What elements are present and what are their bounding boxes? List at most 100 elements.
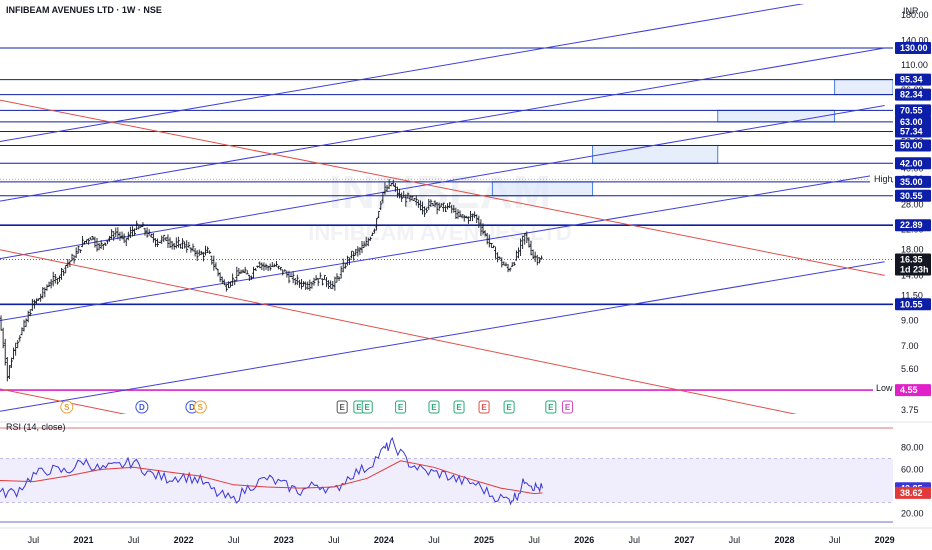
price-bar [383,182,387,195]
price-bar [149,233,153,238]
price-label-11: 22.89 [900,220,923,230]
price-label-10: 30.55 [900,191,923,201]
event-marker-e-11[interactable]: E [503,400,515,414]
price-bar [224,283,228,292]
price-label-7: 42.00 [900,158,923,168]
price-bar [227,281,230,289]
price-bar [70,253,74,262]
svg-text:E: E [365,403,371,412]
price-bar [189,247,193,253]
price-bar [268,263,272,271]
price-bar [540,255,543,260]
price-bar [464,215,468,219]
event-marker-e-13[interactable]: E [562,400,574,414]
time-tick-label: 2023 [274,535,294,545]
price-bar [377,210,381,219]
price-bar [160,235,164,244]
event-marker-e-10[interactable]: E [478,400,490,414]
price-label-5-bg [895,125,931,138]
price-bar [402,190,406,198]
price-bar [47,281,51,287]
price-bar [275,260,278,267]
price-bar [360,241,364,254]
rsi-ma-line [0,460,543,495]
red-channel-line-0 [0,99,885,276]
rsi-value-bg-1 [895,486,931,499]
event-marker-e-8[interactable]: E [428,400,440,414]
price-bar [237,268,241,276]
time-tick-label: 2027 [674,535,694,545]
target-zone-1 [592,144,719,164]
price-label-7-bg [895,157,931,170]
price-bar [537,257,541,264]
price-bar [458,210,462,218]
price-bar [135,220,139,231]
event-marker-e-12[interactable]: E [545,400,557,414]
price-bar [106,240,109,245]
price-bar [62,269,66,276]
price-bar [362,241,366,248]
time-tick-label: 2021 [73,535,93,545]
time-tick-label: Jul [428,535,440,545]
price-bar [527,237,531,248]
price-bar [101,244,105,250]
svg-text:E: E [431,403,437,412]
price-bar [333,276,337,291]
symbol-title[interactable]: INFIBEAM AVENUES LTD · 1W · NSE [6,5,162,15]
price-bar [469,210,472,222]
price-bar [437,202,441,211]
price-bar [512,261,516,266]
price-bar [283,269,287,272]
time-tick-label: 2026 [574,535,594,545]
event-marker-e-9[interactable]: E [453,400,465,414]
price-bar [354,248,358,256]
price-bar [398,188,401,199]
price-bar [110,229,114,240]
price-bar [485,232,489,245]
event-marker-d-1[interactable]: D [135,400,149,414]
event-marker-s-0[interactable]: S [60,400,74,414]
price-bar [72,255,76,264]
price-bar [39,293,43,302]
rsi-line [0,436,543,506]
price-bar [145,227,149,238]
price-bar [202,251,205,262]
price-bar [254,267,257,271]
svg-text:E: E [506,403,512,412]
price-bar [339,265,343,279]
event-marker-e-4[interactable]: E [336,400,348,414]
time-tick-label: Jul [128,535,140,545]
price-bar [164,237,168,242]
price-tick-label: 140.00 [901,35,929,45]
target-zone-3 [834,79,893,96]
svg-text:D: D [189,403,195,412]
price-bar [431,202,435,207]
price-bar [475,214,479,223]
price-bar [393,183,397,192]
price-bar [212,255,216,271]
price-bar [143,227,147,236]
price-bar [18,335,22,342]
price-bar [33,299,36,309]
price-bar [387,179,391,190]
event-marker-s-3[interactable]: S [193,400,207,414]
price-layer [0,179,543,382]
price-bar [89,237,93,241]
event-marker-e-7[interactable]: E [395,400,407,414]
svg-text:E: E [356,403,362,412]
price-bar [314,275,318,281]
price-bar [492,245,495,249]
price-label-12-bg [895,253,931,266]
svg-text:E: E [548,403,554,412]
rsi-title[interactable]: RSI (14, close) [6,422,66,432]
price-bar [37,298,40,301]
price-bar [112,230,116,241]
price-bar [168,237,172,248]
currency-label[interactable]: INR [903,6,919,16]
event-marker-e-6[interactable]: E [361,400,373,414]
price-bar [76,245,80,254]
